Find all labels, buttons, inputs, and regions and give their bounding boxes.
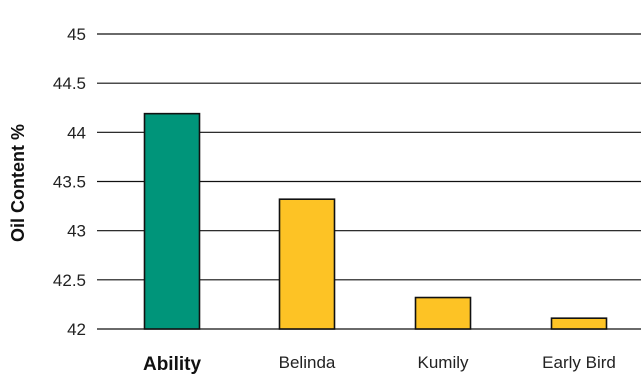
x-category-label: Early Bird: [542, 353, 616, 372]
y-tick-label: 42.5: [53, 271, 86, 290]
y-tick-label: 42: [67, 320, 86, 339]
bars: [143, 112, 608, 330]
bar-kumily: [414, 296, 472, 330]
y-tick-label: 45: [67, 25, 86, 44]
x-category-labels: Ability Belinda Kumily Early Bird: [143, 353, 616, 375]
y-tick-label: 43: [67, 222, 86, 241]
y-tick-label: 44.5: [53, 74, 86, 93]
bar-ability: [143, 112, 201, 330]
y-tick-label: 43.5: [53, 173, 86, 192]
y-axis-title: Oil Content %: [8, 124, 28, 242]
y-tick-label: 44: [67, 123, 86, 142]
bar-belinda: [278, 198, 336, 330]
y-tick-labels: 42 42.5 43 43.5 44 44.5 45: [53, 25, 86, 339]
x-category-label: Belinda: [279, 353, 336, 372]
x-category-label: Ability: [143, 354, 201, 375]
x-category-label: Kumily: [417, 353, 469, 372]
bar-early-bird: [550, 317, 608, 330]
